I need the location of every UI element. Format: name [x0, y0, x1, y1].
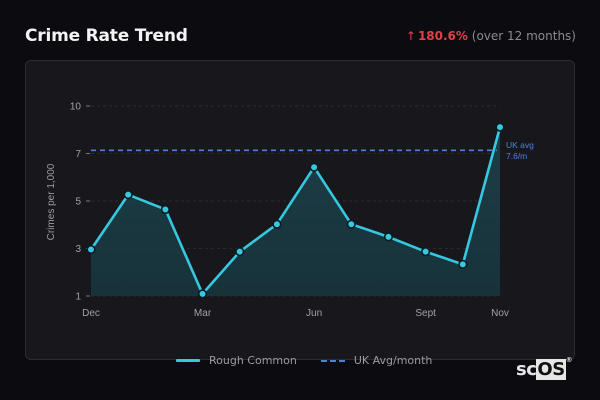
legend-item-series[interactable]: Rough Common	[176, 354, 297, 367]
y-tick-label: 3	[75, 244, 81, 255]
x-tick-label: Mar	[194, 308, 212, 319]
arrow-up-icon: ↑	[405, 29, 416, 43]
data-point[interactable]	[421, 247, 431, 257]
data-point[interactable]	[383, 232, 394, 242]
change-period: (over 12 months)	[471, 29, 576, 43]
data-points	[86, 122, 505, 299]
x-tick-label: Jun	[306, 308, 322, 319]
legend-series-label: Rough Common	[209, 354, 297, 367]
y-axis-label: Crimes per 1,000	[46, 163, 57, 240]
data-point[interactable]	[197, 289, 208, 299]
series-line	[89, 126, 502, 296]
x-axis: Dec Mar Jun Sept Nov	[82, 308, 509, 319]
series-area-fill	[91, 127, 500, 296]
x-tick-label: Sept	[415, 308, 436, 319]
solid-line-swatch-icon	[176, 359, 200, 362]
data-point[interactable]	[458, 259, 468, 269]
legend-item-avg[interactable]: UK Avg/month	[320, 354, 433, 367]
x-tick-label: Dec	[82, 308, 100, 319]
scos-logo: scOS®	[516, 356, 573, 380]
data-point[interactable]	[235, 247, 245, 257]
x-tick-label: Nov	[491, 308, 509, 319]
data-point[interactable]	[346, 219, 356, 229]
data-point[interactable]	[495, 122, 505, 132]
legend-avg-label: UK Avg/month	[353, 354, 433, 367]
registered-mark: ®	[565, 356, 573, 364]
change-percent: 180.6%	[417, 29, 468, 43]
data-point[interactable]	[309, 162, 319, 172]
data-point[interactable]	[160, 204, 170, 215]
y-tick-label: 10	[70, 102, 82, 113]
data-point[interactable]	[86, 244, 96, 255]
dashed-line-swatch-icon	[320, 359, 345, 362]
change-indicator: ↑ 180.6% (over 12 months)	[406, 29, 576, 43]
page-title: Crime Rate Trend	[25, 26, 188, 46]
y-axis: 10 7 5 3 1	[70, 102, 90, 303]
y-tick-label: 5	[75, 197, 81, 208]
avg-annotation-line2: 7.6/m	[506, 151, 527, 161]
logo-prefix: sc	[516, 359, 537, 380]
y-tick-label: 7	[75, 149, 81, 160]
chart-legend: Rough Common UK Avg/month	[176, 354, 456, 367]
avg-annotation-line1: UK avg	[506, 140, 534, 150]
logo-box: OS	[536, 359, 566, 380]
data-point[interactable]	[123, 190, 133, 200]
data-point[interactable]	[272, 219, 282, 229]
y-tick-label: 1	[75, 292, 81, 303]
